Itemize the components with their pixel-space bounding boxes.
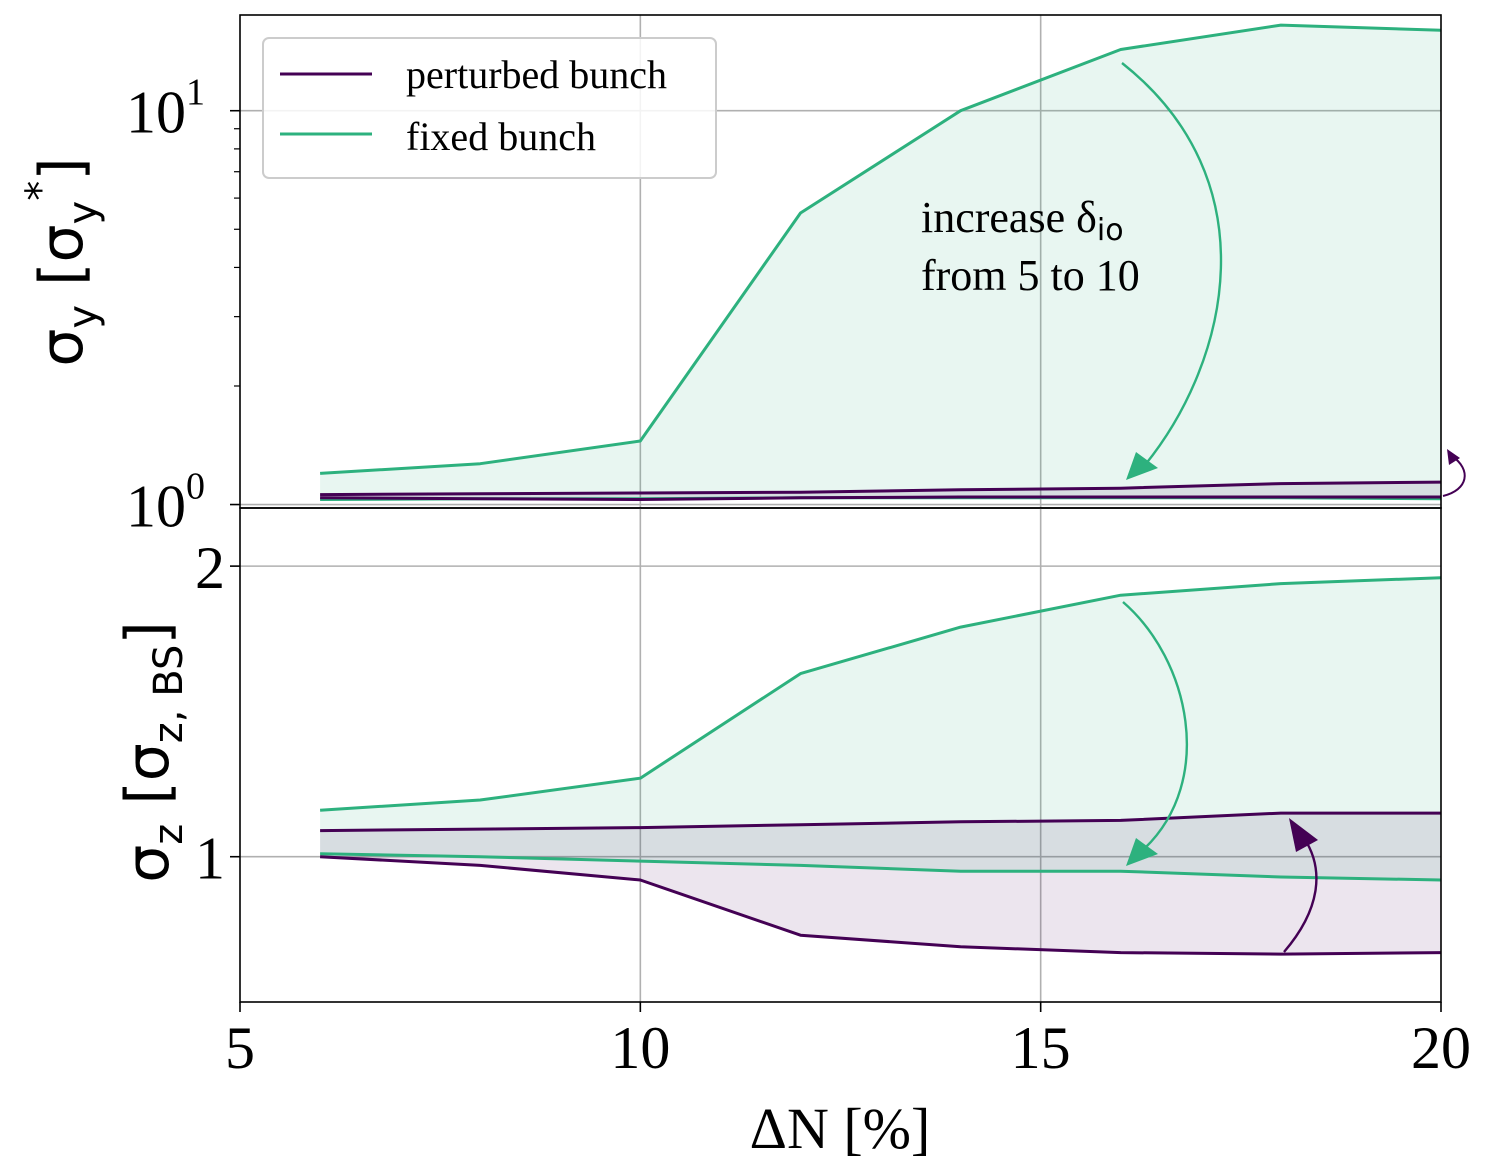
top-perturbed-lower-line — [320, 495, 1441, 501]
bottom-perturbed-lower-line — [320, 855, 1441, 956]
bottom-yticks: 12 — [195, 535, 240, 892]
top-areas — [320, 25, 1441, 500]
x-tick-label: 10 — [610, 1015, 670, 1081]
bottom-perturbed-arrowhead — [1289, 818, 1318, 852]
top-fixed-arrowhead — [1126, 452, 1158, 480]
bottom-ylabel: σz [σz, BS] — [113, 621, 192, 883]
top-fixed-band — [320, 25, 1441, 500]
x-tick-label: 15 — [1011, 1015, 1071, 1081]
x-tick-label: 5 — [225, 1015, 255, 1081]
annotation-line1: increase δio — [921, 193, 1124, 248]
legend: perturbed bunch fixed bunch — [262, 37, 717, 179]
top-perturbed-band — [320, 482, 1441, 500]
top-fixed-upper-line — [320, 23, 1441, 475]
x-tick-label: 20 — [1411, 1015, 1471, 1081]
top-fixed-arrow — [1121, 62, 1223, 466]
legend-perturbed-label: perturbed bunch — [406, 52, 667, 97]
top-panel: 100 101 σy [σy*] perturbed bunch fixed bu… — [18, 14, 1466, 540]
top-yticks: 100 101 — [126, 72, 240, 540]
bottom-fixed-arrowhead — [1126, 838, 1158, 866]
bottom-areas — [320, 577, 1441, 955]
top-perturbed-arrow — [1442, 455, 1466, 497]
bottom-perturbed-arrow — [1283, 837, 1318, 953]
top-ytick-label: 101 — [126, 72, 205, 146]
legend-fixed-label: fixed bunch — [406, 114, 596, 159]
top-perturbed-arrowhead — [1447, 449, 1460, 465]
top-lines — [320, 23, 1441, 501]
bottom-fixed-lower-line — [320, 852, 1441, 882]
bottom-perturbed-band — [320, 813, 1441, 955]
bottom-ytick-label: 1 — [195, 826, 225, 892]
top-ylabel: σy [σy*] — [18, 157, 106, 366]
bottom-perturbed-upper-line — [320, 811, 1441, 833]
bottom-panel: 12 5 10 15 20 σz [σz, BS] ΔN [%] — [113, 507, 1471, 1161]
bottom-fixed-arrow — [1122, 601, 1188, 849]
top-perturbed-upper-line — [320, 480, 1441, 497]
bottom-ytick-label: 2 — [195, 535, 225, 601]
top-ytick-label: 100 — [126, 466, 205, 540]
x-axis-label: ΔN [%] — [750, 1096, 931, 1161]
bottom-fixed-band — [320, 577, 1441, 880]
bottom-fixed-upper-line — [320, 576, 1441, 812]
x-ticks: 5 10 15 20 — [225, 1002, 1471, 1081]
bottom-frame — [239, 507, 1442, 1003]
annotation-line2: from 5 to 10 — [921, 251, 1140, 300]
bottom-lines — [320, 576, 1441, 956]
legend-box — [262, 37, 717, 179]
